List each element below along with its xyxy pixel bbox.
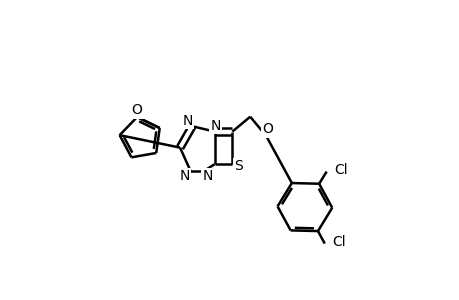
Text: N: N — [202, 169, 213, 183]
Text: S: S — [234, 159, 242, 173]
Text: Cl: Cl — [333, 163, 347, 177]
Text: N: N — [182, 114, 193, 128]
Text: Cl: Cl — [331, 235, 345, 249]
Text: N: N — [210, 118, 220, 133]
Text: O: O — [262, 122, 273, 136]
Text: O: O — [131, 103, 142, 118]
Text: N: N — [179, 169, 190, 183]
